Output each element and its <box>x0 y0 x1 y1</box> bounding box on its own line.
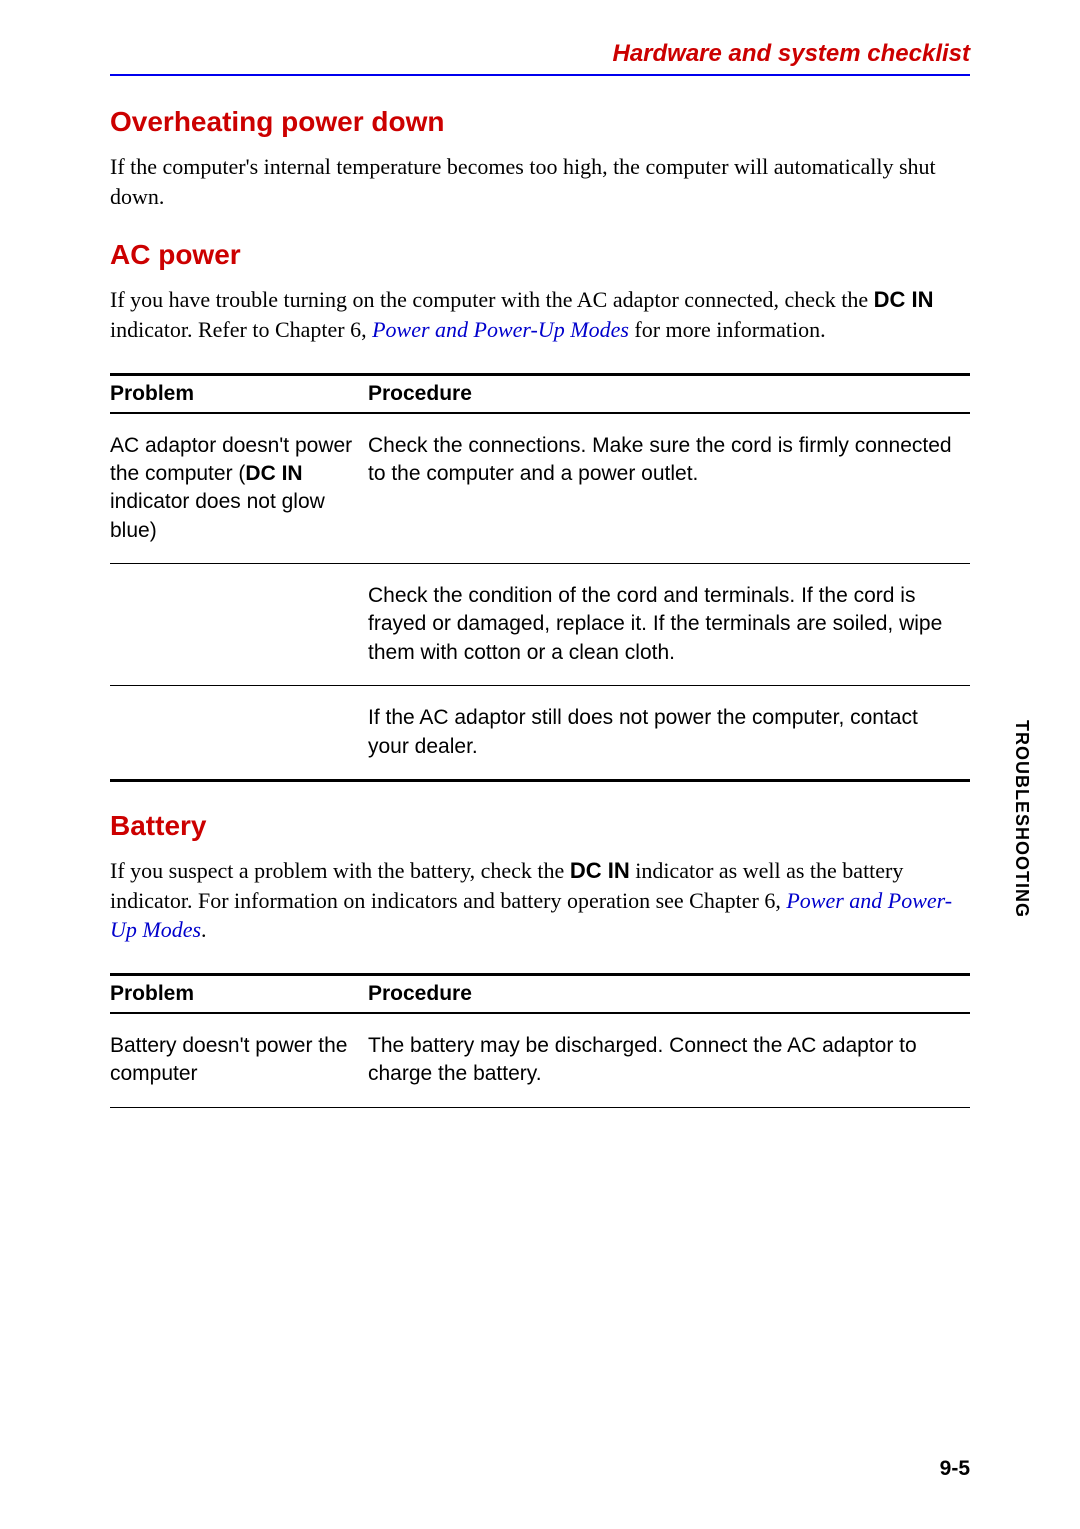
ac-power-body-post: for more information. <box>629 317 826 342</box>
problem-cell: AC adaptor doesn't power the computer (D… <box>110 413 368 564</box>
battery-body: If you suspect a problem with the batter… <box>110 856 970 945</box>
header-rule <box>110 74 970 76</box>
ac-power-body-link[interactable]: Power and Power-Up Modes <box>372 317 629 342</box>
battery-body-pre: If you suspect a problem with the batter… <box>110 858 570 883</box>
overheating-body: If the computer's internal temperature b… <box>110 152 970 211</box>
problem-cell <box>110 564 368 686</box>
table-header-row: Problem Procedure <box>110 974 970 1013</box>
procedure-cell: If the AC adaptor still does not power t… <box>368 686 970 781</box>
ac-power-body: If you have trouble turning on the compu… <box>110 285 970 344</box>
page-number: 9-5 <box>940 1457 970 1481</box>
procedure-cell: The battery may be discharged. Connect t… <box>368 1013 970 1107</box>
problem-cell <box>110 686 368 781</box>
procedure-cell: Check the connections. Make sure the cor… <box>368 413 970 564</box>
header-title: Hardware and system checklist <box>110 40 970 68</box>
col-header-procedure: Procedure <box>368 974 970 1013</box>
col-header-problem: Problem <box>110 374 368 413</box>
ac-power-body-pre: If you have trouble turning on the compu… <box>110 287 874 312</box>
table-row: AC adaptor doesn't power the computer (D… <box>110 413 970 564</box>
col-header-problem: Problem <box>110 974 368 1013</box>
col-header-procedure: Procedure <box>368 374 970 413</box>
table-row: If the AC adaptor still does not power t… <box>110 686 970 781</box>
problem-bold: DC IN <box>245 462 302 485</box>
battery-body-bold: DC IN <box>570 858 630 883</box>
problem-post: indicator does not glow blue) <box>110 490 325 541</box>
table-row: Check the condition of the cord and term… <box>110 564 970 686</box>
ac-power-table: Problem Procedure AC adaptor doesn't pow… <box>110 373 970 782</box>
battery-table: Problem Procedure Battery doesn't power … <box>110 973 970 1108</box>
battery-body-post: . <box>201 917 207 942</box>
table-row: Battery doesn't power the computer The b… <box>110 1013 970 1107</box>
section-heading-battery: Battery <box>110 810 970 842</box>
procedure-cell: Check the condition of the cord and term… <box>368 564 970 686</box>
document-page: Hardware and system checklist Overheatin… <box>0 0 1080 1529</box>
section-heading-overheating: Overheating power down <box>110 106 970 138</box>
side-label: TROUBLESHOOTING <box>1011 720 1032 918</box>
ac-power-body-mid: indicator. Refer to Chapter 6, <box>110 317 372 342</box>
ac-power-body-bold: DC IN <box>874 287 934 312</box>
problem-cell: Battery doesn't power the computer <box>110 1013 368 1107</box>
problem-pre: AC adaptor doesn't power the computer ( <box>110 434 352 485</box>
table-header-row: Problem Procedure <box>110 374 970 413</box>
section-heading-ac-power: AC power <box>110 239 970 271</box>
